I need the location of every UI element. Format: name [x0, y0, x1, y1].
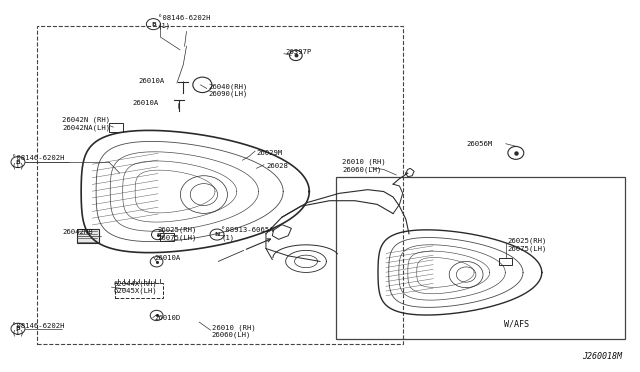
Bar — [109, 124, 123, 132]
Text: 26010A: 26010A — [139, 78, 165, 84]
Text: 26397P: 26397P — [285, 49, 311, 55]
Text: 26010 (RH)
26060(LH): 26010 (RH) 26060(LH) — [212, 324, 255, 339]
Bar — [499, 258, 512, 265]
Text: 26040(RH)
26090(LH): 26040(RH) 26090(LH) — [209, 83, 248, 97]
Text: B: B — [151, 22, 156, 27]
Bar — [336, 177, 625, 339]
Text: 26010A: 26010A — [155, 255, 181, 261]
Text: 26010 (RH)
26060(LH): 26010 (RH) 26060(LH) — [342, 158, 386, 173]
Text: 26025(RH)
26075(LH): 26025(RH) 26075(LH) — [508, 238, 547, 252]
Text: °08146-6202H
(1): °08146-6202H (1) — [158, 16, 211, 29]
Bar — [77, 229, 99, 243]
Text: 62044X(RH)
62045X(LH): 62044X(RH) 62045X(LH) — [113, 280, 157, 294]
Text: °08146-6202H
(1): °08146-6202H (1) — [12, 155, 64, 169]
Text: 26010D: 26010D — [155, 315, 181, 321]
Text: 26056M: 26056M — [467, 141, 493, 147]
Text: N: N — [214, 232, 220, 237]
Bar — [37, 26, 403, 344]
Text: 26042NB: 26042NB — [63, 229, 93, 235]
Bar — [160, 233, 173, 241]
Bar — [115, 283, 163, 298]
Text: °08913-6065A
(1): °08913-6065A (1) — [221, 227, 274, 241]
Text: J260018M: J260018M — [582, 352, 622, 361]
Text: 26010A: 26010A — [132, 100, 159, 106]
Text: B: B — [15, 326, 20, 331]
Text: W/AFS: W/AFS — [504, 320, 529, 328]
Text: °08146-6202H
(1): °08146-6202H (1) — [12, 323, 64, 336]
Text: 26028: 26028 — [266, 163, 288, 169]
Text: 26029M: 26029M — [257, 150, 283, 156]
Text: B: B — [15, 160, 20, 164]
Text: 26025(RH)
26075(LH): 26025(RH) 26075(LH) — [158, 227, 197, 241]
Text: 26042N (RH)
26042NA(LH): 26042N (RH) 26042NA(LH) — [63, 116, 111, 131]
